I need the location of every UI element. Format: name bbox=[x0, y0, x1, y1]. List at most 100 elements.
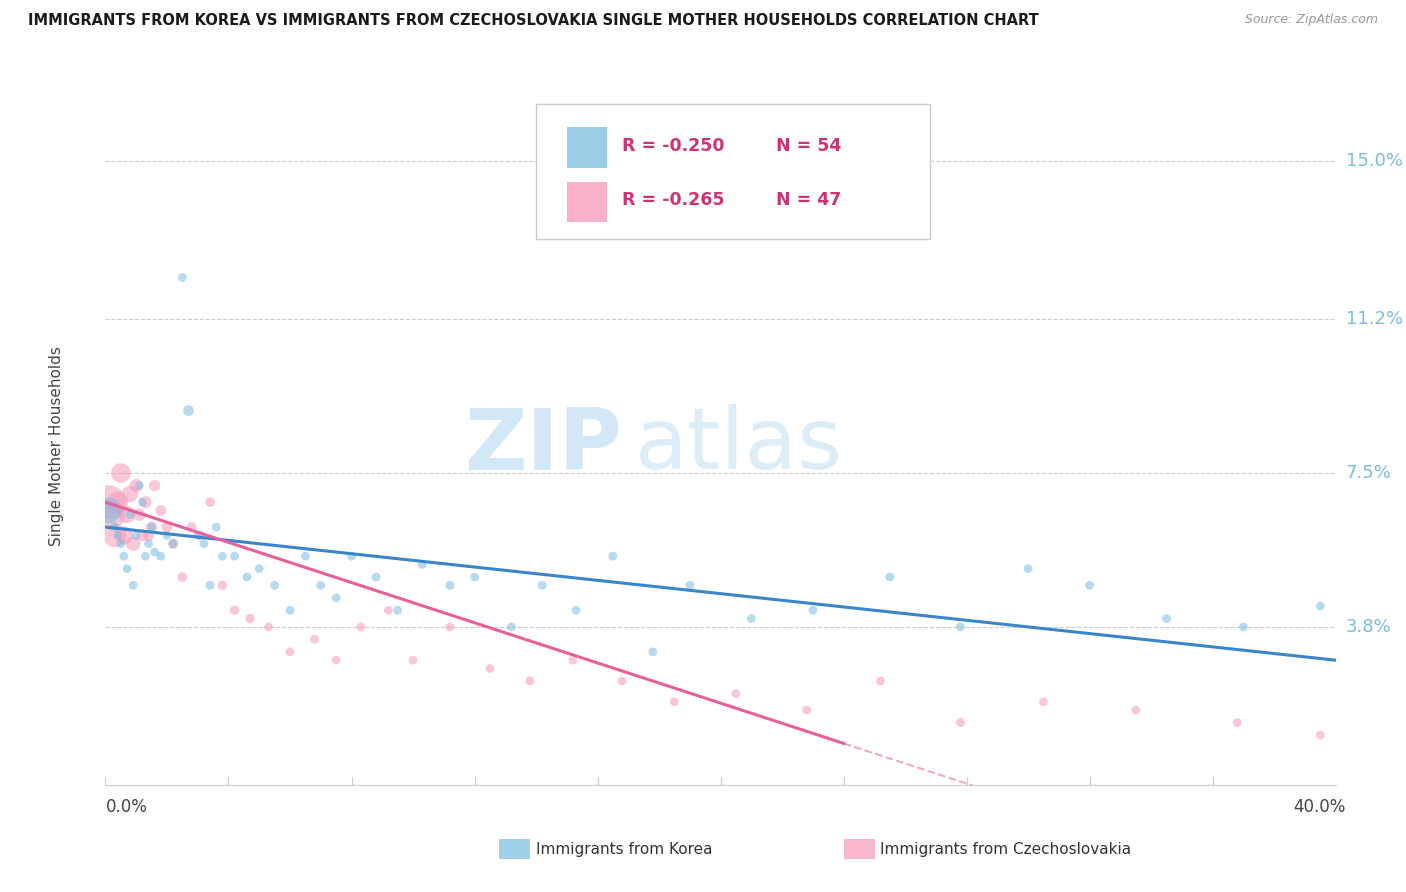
Point bbox=[1078, 578, 1101, 592]
Point bbox=[1017, 562, 1039, 576]
Point bbox=[115, 508, 138, 522]
Point bbox=[143, 545, 166, 559]
Point bbox=[387, 603, 409, 617]
Point bbox=[100, 508, 122, 522]
Point bbox=[120, 508, 141, 522]
Text: 11.2%: 11.2% bbox=[1346, 310, 1403, 328]
Text: Immigrants from Czechoslovakia: Immigrants from Czechoslovakia bbox=[880, 842, 1132, 856]
Point bbox=[1125, 703, 1147, 717]
Text: 15.0%: 15.0% bbox=[1346, 153, 1403, 170]
Point bbox=[143, 478, 166, 492]
Point bbox=[1032, 695, 1054, 709]
Point bbox=[565, 603, 588, 617]
Point bbox=[97, 495, 120, 509]
Point bbox=[141, 520, 163, 534]
Point bbox=[1309, 728, 1331, 742]
Point bbox=[104, 520, 127, 534]
Text: Single Mother Households: Single Mother Households bbox=[49, 346, 63, 546]
Point bbox=[664, 695, 686, 709]
Point bbox=[128, 508, 150, 522]
Point bbox=[211, 578, 233, 592]
Text: R = -0.250: R = -0.250 bbox=[621, 136, 724, 154]
Text: Source: ZipAtlas.com: Source: ZipAtlas.com bbox=[1244, 13, 1378, 27]
Point bbox=[247, 562, 270, 576]
Point bbox=[439, 578, 461, 592]
Point bbox=[110, 537, 132, 551]
Point bbox=[107, 495, 129, 509]
Point bbox=[125, 528, 148, 542]
Point bbox=[107, 528, 129, 542]
Point bbox=[180, 520, 202, 534]
Point bbox=[602, 549, 624, 564]
Point bbox=[120, 487, 141, 501]
Point bbox=[97, 503, 120, 517]
Point bbox=[198, 495, 221, 509]
Point bbox=[612, 673, 634, 688]
Point bbox=[325, 653, 347, 667]
Point bbox=[162, 537, 184, 551]
Point bbox=[949, 620, 972, 634]
Point bbox=[193, 537, 215, 551]
Point bbox=[122, 537, 145, 551]
FancyBboxPatch shape bbox=[536, 103, 929, 239]
Point bbox=[278, 645, 301, 659]
Text: IMMIGRANTS FROM KOREA VS IMMIGRANTS FROM CZECHOSLOVAKIA SINGLE MOTHER HOUSEHOLDS: IMMIGRANTS FROM KOREA VS IMMIGRANTS FROM… bbox=[28, 13, 1039, 29]
Point bbox=[641, 645, 664, 659]
Point bbox=[149, 503, 172, 517]
Point bbox=[149, 549, 172, 564]
Point bbox=[377, 603, 399, 617]
Point bbox=[364, 570, 387, 584]
Point bbox=[138, 537, 160, 551]
Text: 0.0%: 0.0% bbox=[105, 798, 148, 816]
Point bbox=[156, 528, 179, 542]
Point bbox=[478, 661, 501, 675]
Point bbox=[263, 578, 285, 592]
Text: 7.5%: 7.5% bbox=[1346, 464, 1392, 482]
Point bbox=[239, 611, 262, 625]
Point bbox=[1309, 599, 1331, 614]
Text: N = 47: N = 47 bbox=[776, 191, 841, 209]
Text: atlas: atlas bbox=[634, 404, 842, 488]
Point bbox=[122, 578, 145, 592]
Point bbox=[278, 603, 301, 617]
Point bbox=[198, 578, 221, 592]
Point bbox=[104, 528, 127, 542]
Point bbox=[131, 495, 153, 509]
Point bbox=[869, 673, 891, 688]
Point bbox=[177, 403, 200, 417]
Point bbox=[501, 620, 523, 634]
Point bbox=[134, 495, 156, 509]
Point bbox=[205, 520, 228, 534]
Text: R = -0.265: R = -0.265 bbox=[621, 191, 724, 209]
Text: 40.0%: 40.0% bbox=[1294, 798, 1346, 816]
Point bbox=[162, 537, 184, 551]
Point bbox=[519, 673, 541, 688]
Point bbox=[294, 549, 316, 564]
Point bbox=[411, 558, 433, 572]
Point bbox=[304, 632, 326, 647]
Point bbox=[125, 478, 148, 492]
Point bbox=[224, 549, 246, 564]
Point bbox=[138, 528, 160, 542]
Point bbox=[1156, 611, 1178, 625]
Point bbox=[464, 570, 486, 584]
Point bbox=[309, 578, 332, 592]
Point bbox=[949, 715, 972, 730]
Point bbox=[141, 520, 163, 534]
Point bbox=[879, 570, 901, 584]
Point bbox=[1232, 620, 1254, 634]
Point bbox=[531, 578, 554, 592]
Point bbox=[190, 528, 212, 542]
Point bbox=[115, 562, 138, 576]
Point bbox=[224, 603, 246, 617]
Point bbox=[131, 528, 153, 542]
Point bbox=[112, 528, 135, 542]
Point bbox=[110, 466, 132, 480]
Text: ZIP: ZIP bbox=[464, 404, 621, 488]
Text: N = 54: N = 54 bbox=[776, 136, 841, 154]
Point bbox=[796, 703, 818, 717]
Point bbox=[801, 603, 824, 617]
Point bbox=[128, 478, 150, 492]
Point bbox=[134, 549, 156, 564]
Bar bbox=[567, 182, 607, 222]
